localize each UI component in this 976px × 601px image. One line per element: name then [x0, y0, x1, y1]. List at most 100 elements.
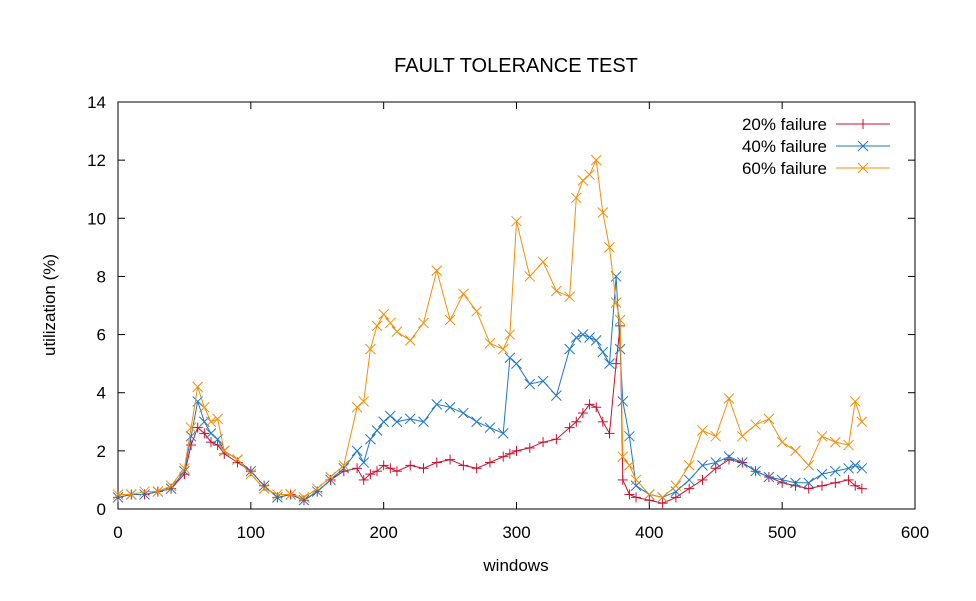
x-tick-label: 400: [635, 523, 663, 542]
data-point: [684, 483, 695, 494]
data-point: [710, 430, 722, 442]
y-tick-label: 2: [97, 442, 106, 461]
data-point: [697, 474, 708, 485]
y-tick-label: 12: [87, 151, 106, 170]
data-point: [378, 308, 390, 320]
data-point: [710, 463, 721, 474]
data-point: [232, 454, 243, 465]
data-point: [736, 457, 748, 468]
series-3: [112, 154, 868, 503]
data-point: [611, 358, 622, 369]
data-point: [763, 413, 775, 425]
x-axis-label: windows: [482, 556, 548, 575]
data-point: [790, 445, 801, 457]
data-point: [511, 445, 522, 456]
data-point: [192, 422, 203, 433]
data-point: [325, 471, 336, 483]
y-axis-label: utilization (%): [40, 254, 59, 356]
data-point: [378, 416, 390, 428]
data-point: [710, 457, 722, 468]
data-point: [484, 457, 495, 468]
data-point: [803, 483, 814, 494]
data-point: [750, 419, 761, 431]
data-point: [776, 436, 788, 448]
data-point: [614, 314, 626, 326]
data-point: [610, 297, 622, 308]
x-tick-label: 0: [113, 523, 122, 542]
data-point: [631, 492, 642, 503]
data-point: [484, 422, 496, 433]
x-tick-label: 300: [502, 523, 530, 542]
data-point: [112, 489, 124, 500]
data-point: [458, 407, 469, 419]
data-point: [471, 416, 483, 428]
data-point: [445, 454, 456, 465]
data-point: [511, 358, 522, 369]
y-tick-label: 0: [97, 500, 106, 519]
data-point: [537, 256, 549, 268]
data-point: [524, 271, 536, 282]
data-point: [258, 483, 270, 495]
data-point: [405, 460, 416, 471]
data-point: [584, 332, 595, 343]
data-point: [504, 329, 516, 340]
data-point: [604, 358, 615, 369]
data-point: [497, 428, 509, 439]
data-point: [570, 332, 582, 343]
data-point: [471, 463, 482, 474]
data-point: [125, 489, 137, 500]
data-point: [624, 489, 635, 500]
data-point: [590, 335, 602, 346]
data-point: [597, 346, 609, 358]
data-point: [431, 265, 443, 276]
data-point: [212, 413, 223, 425]
data-point: [843, 462, 854, 474]
data-point: [617, 396, 629, 407]
data-point: [736, 430, 748, 442]
data-point: [218, 445, 230, 457]
data-point: [497, 343, 509, 355]
data-point: [391, 416, 403, 428]
data-point: [803, 477, 815, 489]
data-point: [577, 329, 589, 340]
data-point: [444, 401, 456, 413]
data-point: [564, 422, 575, 433]
x-tick-label: 100: [237, 523, 265, 542]
y-tick-label: 8: [97, 267, 106, 286]
data-point: [152, 486, 164, 497]
data-point: [498, 451, 509, 462]
legend-label: 60% failure: [742, 159, 827, 178]
data-point: [604, 242, 615, 253]
data-point: [352, 463, 363, 474]
data-point: [384, 410, 396, 422]
data-point: [418, 317, 429, 329]
data-point: [365, 343, 376, 355]
data-point: [830, 477, 841, 488]
data-point: [850, 480, 861, 491]
data-point: [511, 215, 522, 227]
data-point: [245, 465, 257, 477]
data-point: [358, 396, 370, 407]
data-point: [829, 436, 841, 448]
y-tick-label: 4: [97, 384, 106, 403]
data-point: [298, 492, 310, 503]
data-point: [418, 416, 429, 428]
legend-label: 40% failure: [742, 137, 827, 156]
data-point: [803, 460, 815, 471]
legend-marker: [857, 162, 869, 174]
data-point: [617, 451, 629, 463]
data-point: [697, 425, 708, 436]
data-point: [358, 474, 369, 485]
data-point: [198, 401, 210, 413]
data-point: [418, 463, 429, 474]
data-point: [504, 448, 515, 459]
data-point: [165, 483, 177, 495]
data-point: [311, 486, 323, 497]
data-point: [372, 466, 383, 477]
data-point: [311, 483, 323, 495]
data-point: [776, 474, 788, 486]
data-point: [571, 416, 582, 427]
data-point: [697, 460, 708, 471]
data-point: [617, 474, 628, 485]
data-point: [471, 305, 483, 317]
